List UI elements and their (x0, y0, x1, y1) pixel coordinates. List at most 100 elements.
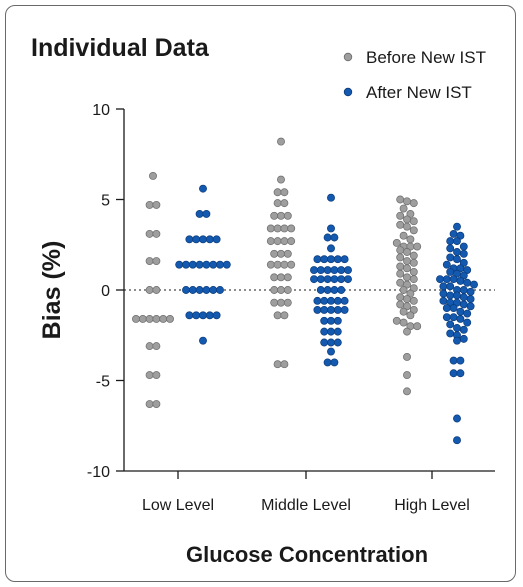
y-tick-label: -5 (96, 374, 110, 391)
data-point (399, 307, 408, 316)
data-point (185, 311, 194, 320)
data-point (316, 286, 325, 294)
data-point (327, 347, 335, 356)
data-point (453, 336, 461, 345)
data-point (152, 315, 161, 323)
data-point (310, 266, 318, 275)
data-point (320, 296, 329, 305)
data-point (327, 244, 335, 253)
data-point (323, 275, 332, 284)
data-point (442, 313, 451, 322)
data-point (406, 311, 415, 320)
y-tick-label: -10 (87, 464, 110, 481)
data-point (446, 282, 455, 291)
data-point (283, 211, 292, 220)
data-point (392, 238, 401, 247)
data-point (396, 300, 405, 309)
data-point (330, 233, 339, 242)
data-point (320, 316, 329, 325)
data-point (449, 313, 458, 322)
data-point (216, 260, 224, 269)
data-point (270, 211, 279, 220)
data-point (323, 358, 332, 367)
data-point (330, 286, 339, 294)
data-point (152, 257, 161, 265)
data-point (396, 269, 405, 278)
data-point (273, 311, 282, 320)
data-point (280, 199, 289, 208)
data-point (333, 296, 342, 305)
data-point (209, 260, 218, 269)
data-point (333, 327, 342, 336)
data-point (409, 267, 418, 276)
data-point (277, 273, 285, 282)
legend-label-after: After New IST (366, 83, 472, 102)
data-point (396, 220, 405, 229)
data-point (456, 315, 465, 323)
data-point (192, 235, 201, 244)
data-point (449, 275, 458, 284)
data-point (280, 188, 289, 197)
data-points (132, 137, 478, 445)
data-point (327, 327, 335, 336)
data-point (470, 280, 478, 289)
data-point (327, 255, 335, 264)
data-point (316, 266, 325, 275)
data-point (273, 360, 282, 369)
data-point (280, 360, 289, 369)
data-point (439, 289, 448, 298)
data-point (205, 235, 214, 244)
legend: Before New IST After New IST (343, 48, 486, 102)
data-point (270, 273, 279, 282)
data-point (403, 273, 411, 282)
data-point (145, 371, 154, 380)
data-point (446, 267, 455, 276)
data-point (459, 249, 468, 258)
data-point (340, 296, 349, 305)
data-point (145, 229, 154, 238)
data-point (459, 300, 468, 309)
data-point (396, 278, 405, 287)
data-point (195, 210, 204, 218)
data-point (287, 224, 296, 233)
data-point (337, 266, 346, 275)
data-point (327, 305, 335, 314)
data-point (453, 324, 461, 332)
data-point (406, 235, 415, 244)
data-point (403, 215, 411, 224)
data-point (399, 204, 408, 213)
x-tick-label: Middle Level (261, 497, 351, 514)
data-point (392, 316, 401, 325)
data-point (280, 237, 289, 246)
data-point (283, 298, 292, 307)
y-tick-label: 0 (101, 283, 110, 300)
data-point (337, 275, 346, 284)
data-point (442, 304, 451, 313)
data-point (273, 224, 282, 233)
data-point (403, 197, 411, 206)
data-point (333, 338, 342, 347)
data-point (403, 248, 411, 256)
data-point (273, 199, 282, 208)
y-tick-label: 5 (101, 193, 110, 210)
data-point (152, 286, 161, 294)
data-point (459, 242, 468, 251)
data-point (456, 307, 465, 316)
data-point (396, 293, 405, 302)
data-point (310, 275, 318, 284)
data-point (333, 255, 342, 264)
data-point (270, 286, 279, 294)
data-point (159, 315, 168, 323)
data-point (456, 277, 465, 285)
data-point (449, 369, 458, 378)
data-point (316, 275, 325, 284)
data-point (439, 282, 448, 291)
data-point (313, 305, 322, 314)
data-point (199, 336, 207, 345)
data-point (340, 305, 349, 314)
data-point (202, 286, 211, 294)
data-point (403, 327, 411, 336)
data-point (453, 414, 461, 423)
data-point (327, 316, 335, 325)
